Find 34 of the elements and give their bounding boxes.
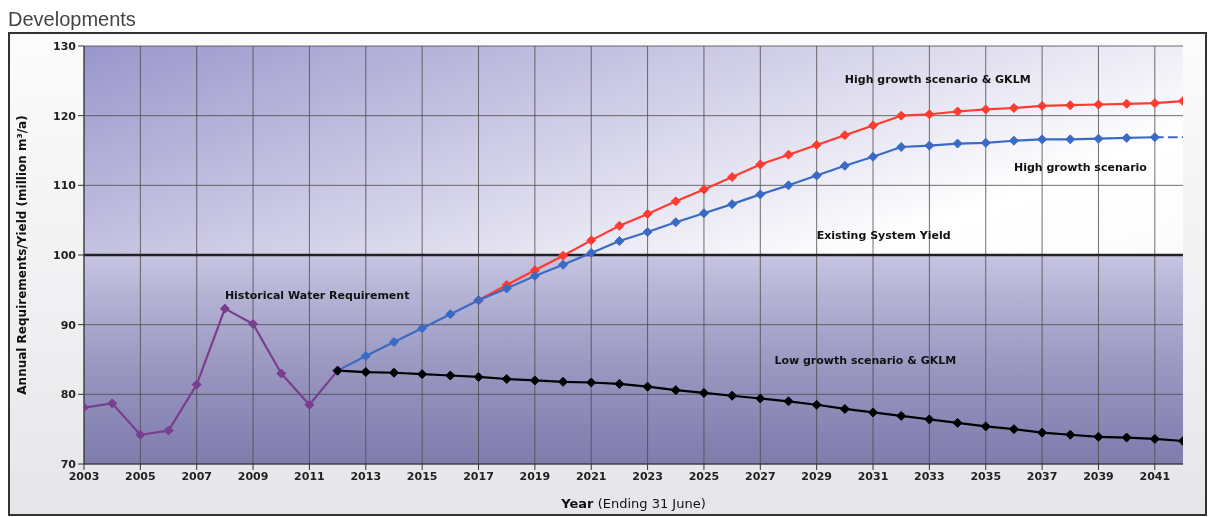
- x-tick-label: 2017: [463, 469, 494, 483]
- x-tick-label: 2013: [350, 469, 382, 483]
- x-tick-label: 2009: [237, 469, 269, 483]
- x-tick-label: 2005: [125, 469, 156, 483]
- x-tick-label: 2025: [688, 469, 720, 483]
- y-tick-label: 110: [53, 179, 77, 193]
- y-tick-label: 70: [60, 457, 77, 471]
- x-tick-label: 2027: [745, 469, 776, 483]
- y-tick-label: 130: [53, 39, 77, 53]
- x-tick-label: 2007: [181, 469, 213, 483]
- y-tick-label: 120: [53, 109, 77, 123]
- x-tick-label: 2029: [801, 469, 832, 483]
- x-tick-label: 2035: [970, 469, 1002, 483]
- x-tick-label: 2015: [406, 469, 438, 483]
- x-tick-label: 2023: [632, 469, 663, 483]
- y-tick-label: 90: [60, 318, 77, 332]
- x-tick-label: 2011: [294, 469, 325, 483]
- text: Low growth scenario & GKLM: [774, 354, 957, 368]
- y-tick-label: 100: [53, 248, 77, 262]
- series-label: High growth scenario & GKLM: [844, 72, 1031, 86]
- ref-line-label: Existing System Yield: [816, 229, 951, 242]
- x-axis-title: Year (Ending 31 June): [560, 496, 706, 511]
- y-tick-label: 80: [60, 388, 77, 402]
- x-tick-label: 2003: [68, 469, 100, 483]
- x-tick-label: 2041: [1139, 469, 1171, 483]
- x-tick-label: 2037: [1026, 469, 1058, 483]
- x-tick-label: 2021: [575, 469, 607, 483]
- x-tick-label: 2039: [1083, 469, 1114, 483]
- x-tick-label: 2033: [914, 469, 945, 483]
- x-tick-label: 2019: [519, 469, 551, 483]
- series-label: Historical Water Requirement: [224, 288, 410, 302]
- chart-title: Developments: [8, 8, 137, 32]
- y-axis-title: Annual Requirements/Yield (million m³/a): [15, 115, 29, 395]
- x-tick-label: 2031: [857, 469, 889, 483]
